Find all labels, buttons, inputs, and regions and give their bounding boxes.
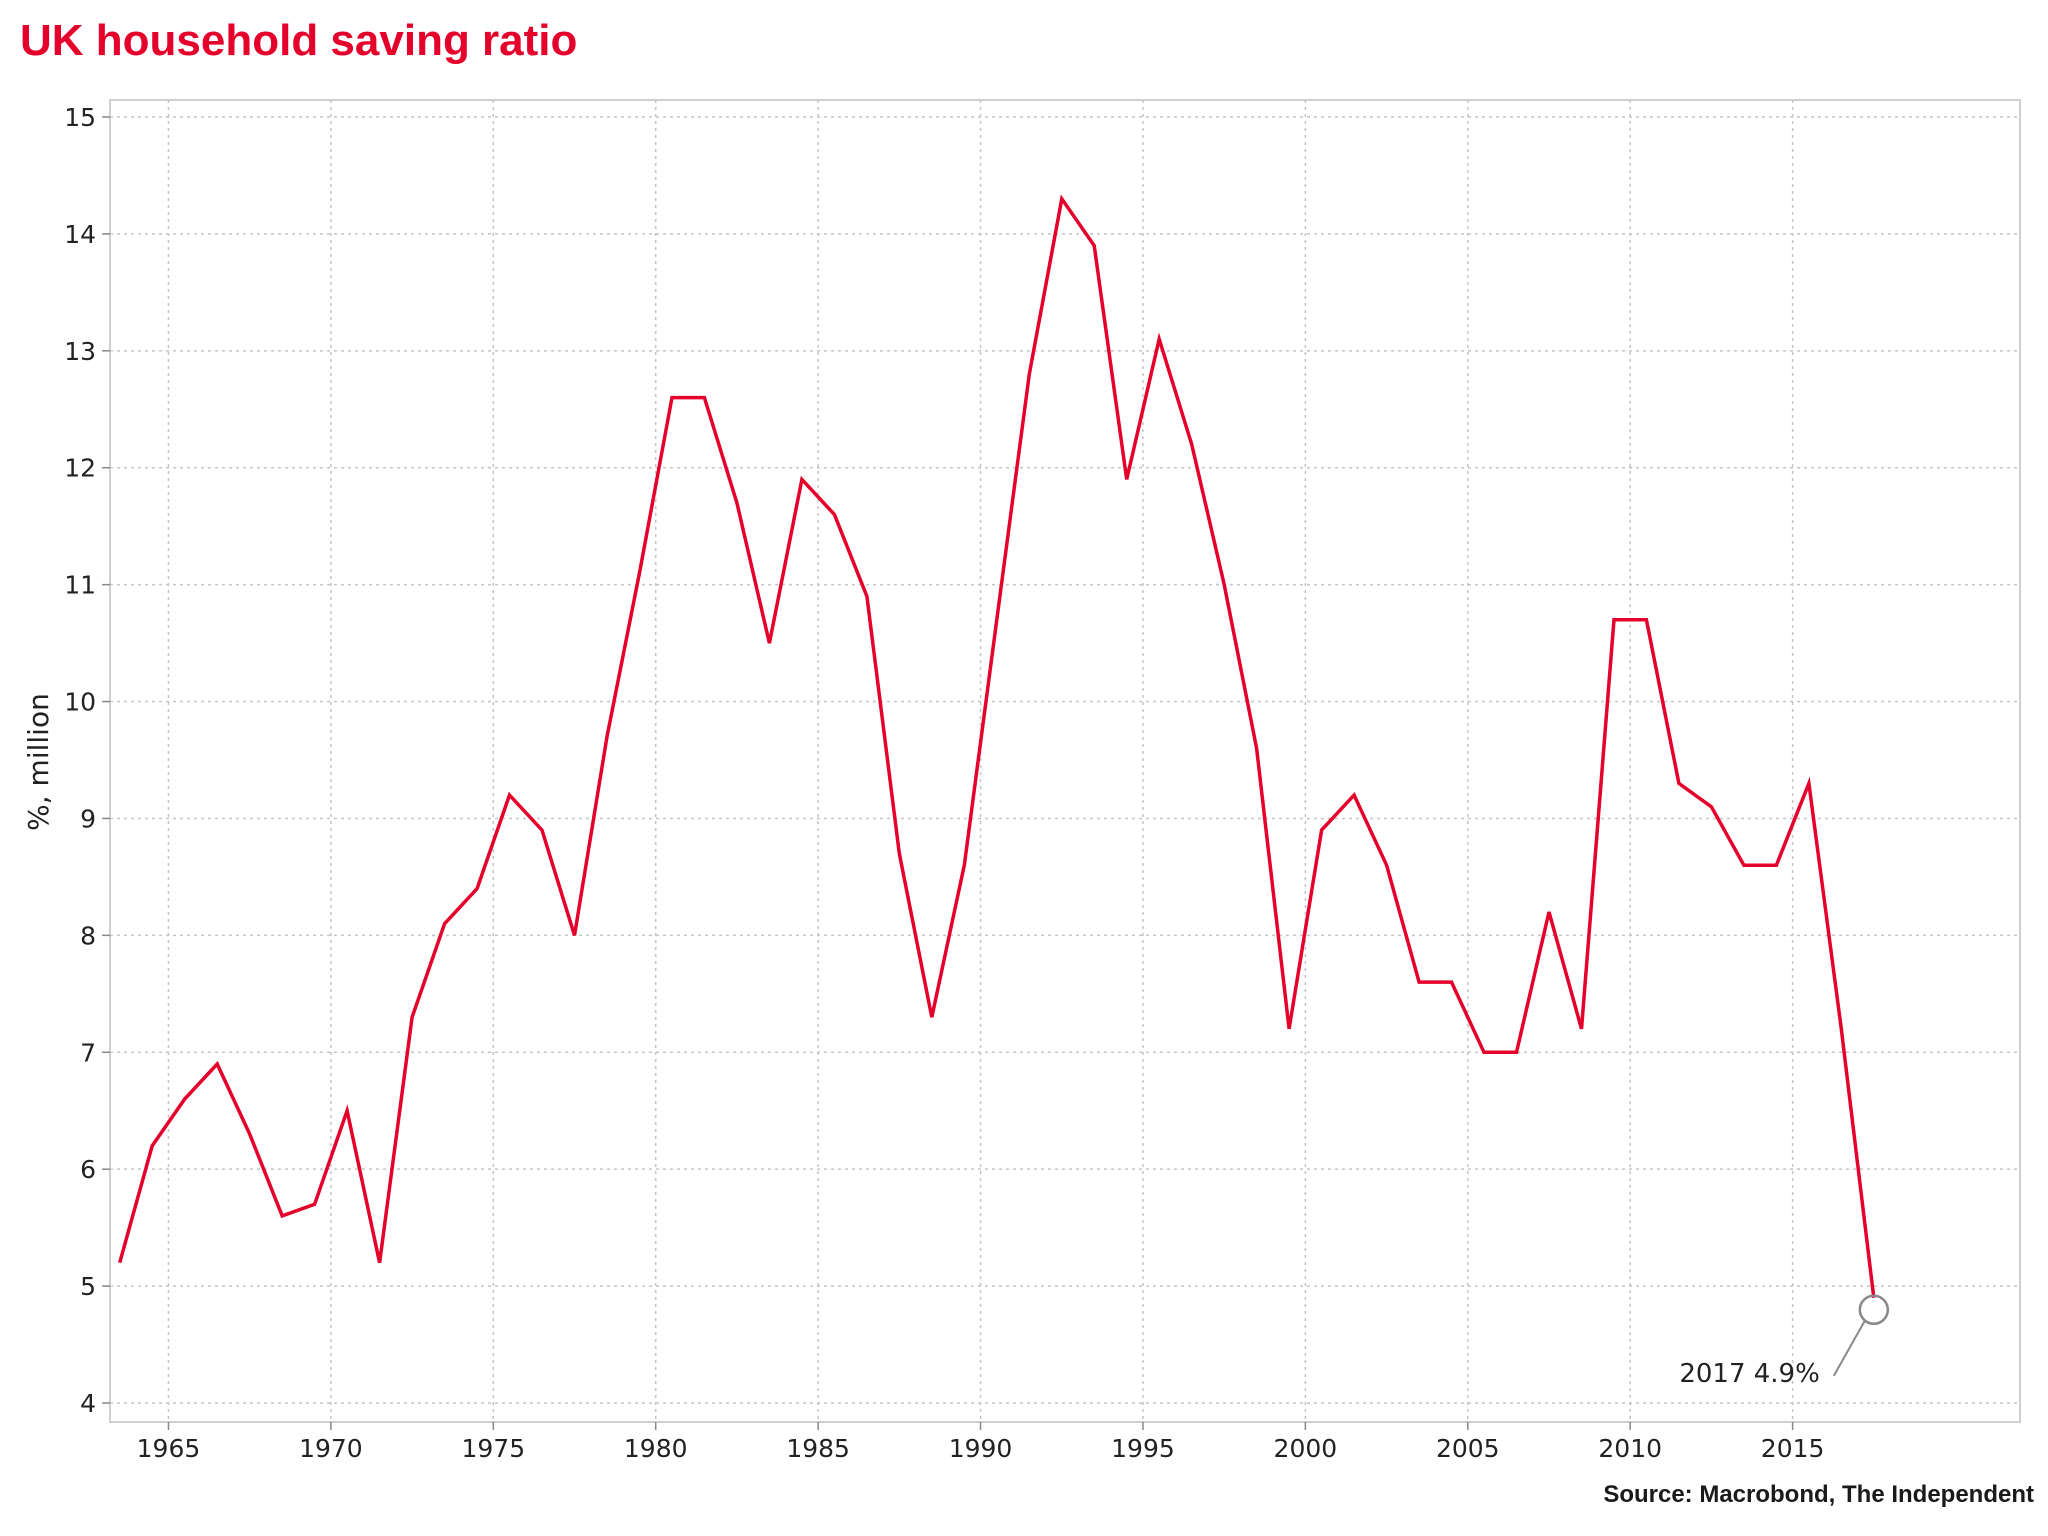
x-tick-label: 2005 <box>1436 1434 1500 1463</box>
y-tick-label: 12 <box>64 454 96 483</box>
x-axis-ticks: 1965 1970 1975 1980 1985 1990 1995 2000 2005 2010… <box>137 1422 1825 1463</box>
y-tick-label: 11 <box>64 571 96 600</box>
y-tick-label: 5 <box>80 1272 96 1301</box>
x-tick-label: 1985 <box>786 1434 850 1463</box>
annotation-label: 2017 4.9% <box>1679 1359 1820 1389</box>
y-tick-label: 9 <box>80 804 96 833</box>
series-group <box>118 194 1876 1299</box>
grid-lines <box>110 100 2020 1422</box>
y-tick-label: 8 <box>80 921 96 950</box>
y-axis-title: %, million <box>22 693 55 831</box>
y-tick-label: 7 <box>80 1038 96 1067</box>
y-tick-label: 14 <box>64 220 96 249</box>
x-tick-label: 1970 <box>299 1434 363 1463</box>
y-tick-label: 13 <box>64 337 96 366</box>
annotation-group: 2017 4.9% <box>1679 1294 1890 1389</box>
y-tick-label: 10 <box>64 688 96 717</box>
annotation-marker <box>1858 1294 1890 1326</box>
y-axis-ticks: 4 5 6 7 8 9 10 11 12 13 14 15 <box>64 103 110 1418</box>
x-tick-label: 1980 <box>624 1434 688 1463</box>
series-line <box>118 194 1876 1299</box>
y-tick-label: 4 <box>80 1389 96 1418</box>
x-tick-label: 1965 <box>137 1434 201 1463</box>
x-tick-label: 2010 <box>1598 1434 1662 1463</box>
x-tick-label: 2000 <box>1274 1434 1338 1463</box>
plot-frame <box>109 99 2021 1423</box>
chart-title: UK household saving ratio <box>20 16 578 65</box>
source-note: Source: Macrobond, The Independent <box>1603 1481 2034 1508</box>
x-tick-label: 2015 <box>1761 1434 1825 1463</box>
x-tick-label: 1990 <box>949 1434 1013 1463</box>
y-tick-label: 15 <box>64 103 96 132</box>
y-tick-label: 6 <box>80 1155 96 1184</box>
annotation-leader-line <box>1832 1320 1866 1377</box>
x-tick-label: 1995 <box>1111 1434 1175 1463</box>
x-tick-label: 1975 <box>461 1434 525 1463</box>
